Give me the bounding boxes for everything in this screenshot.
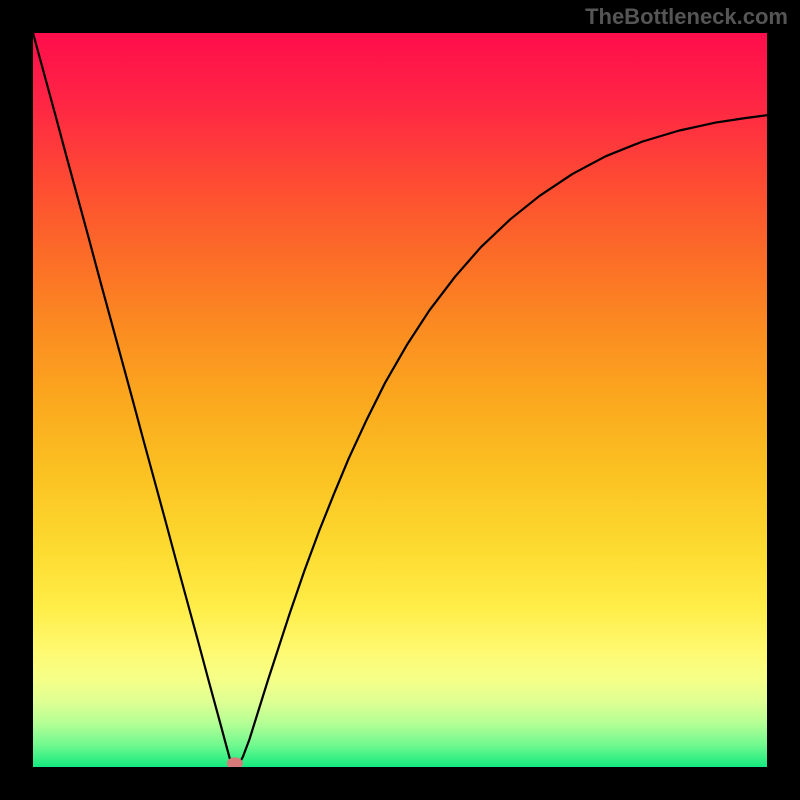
watermark-text: TheBottleneck.com <box>585 4 788 30</box>
chart-container: TheBottleneck.com <box>0 0 800 800</box>
gradient-background <box>33 33 767 767</box>
plot-area <box>33 33 767 767</box>
plot-svg <box>33 33 767 767</box>
